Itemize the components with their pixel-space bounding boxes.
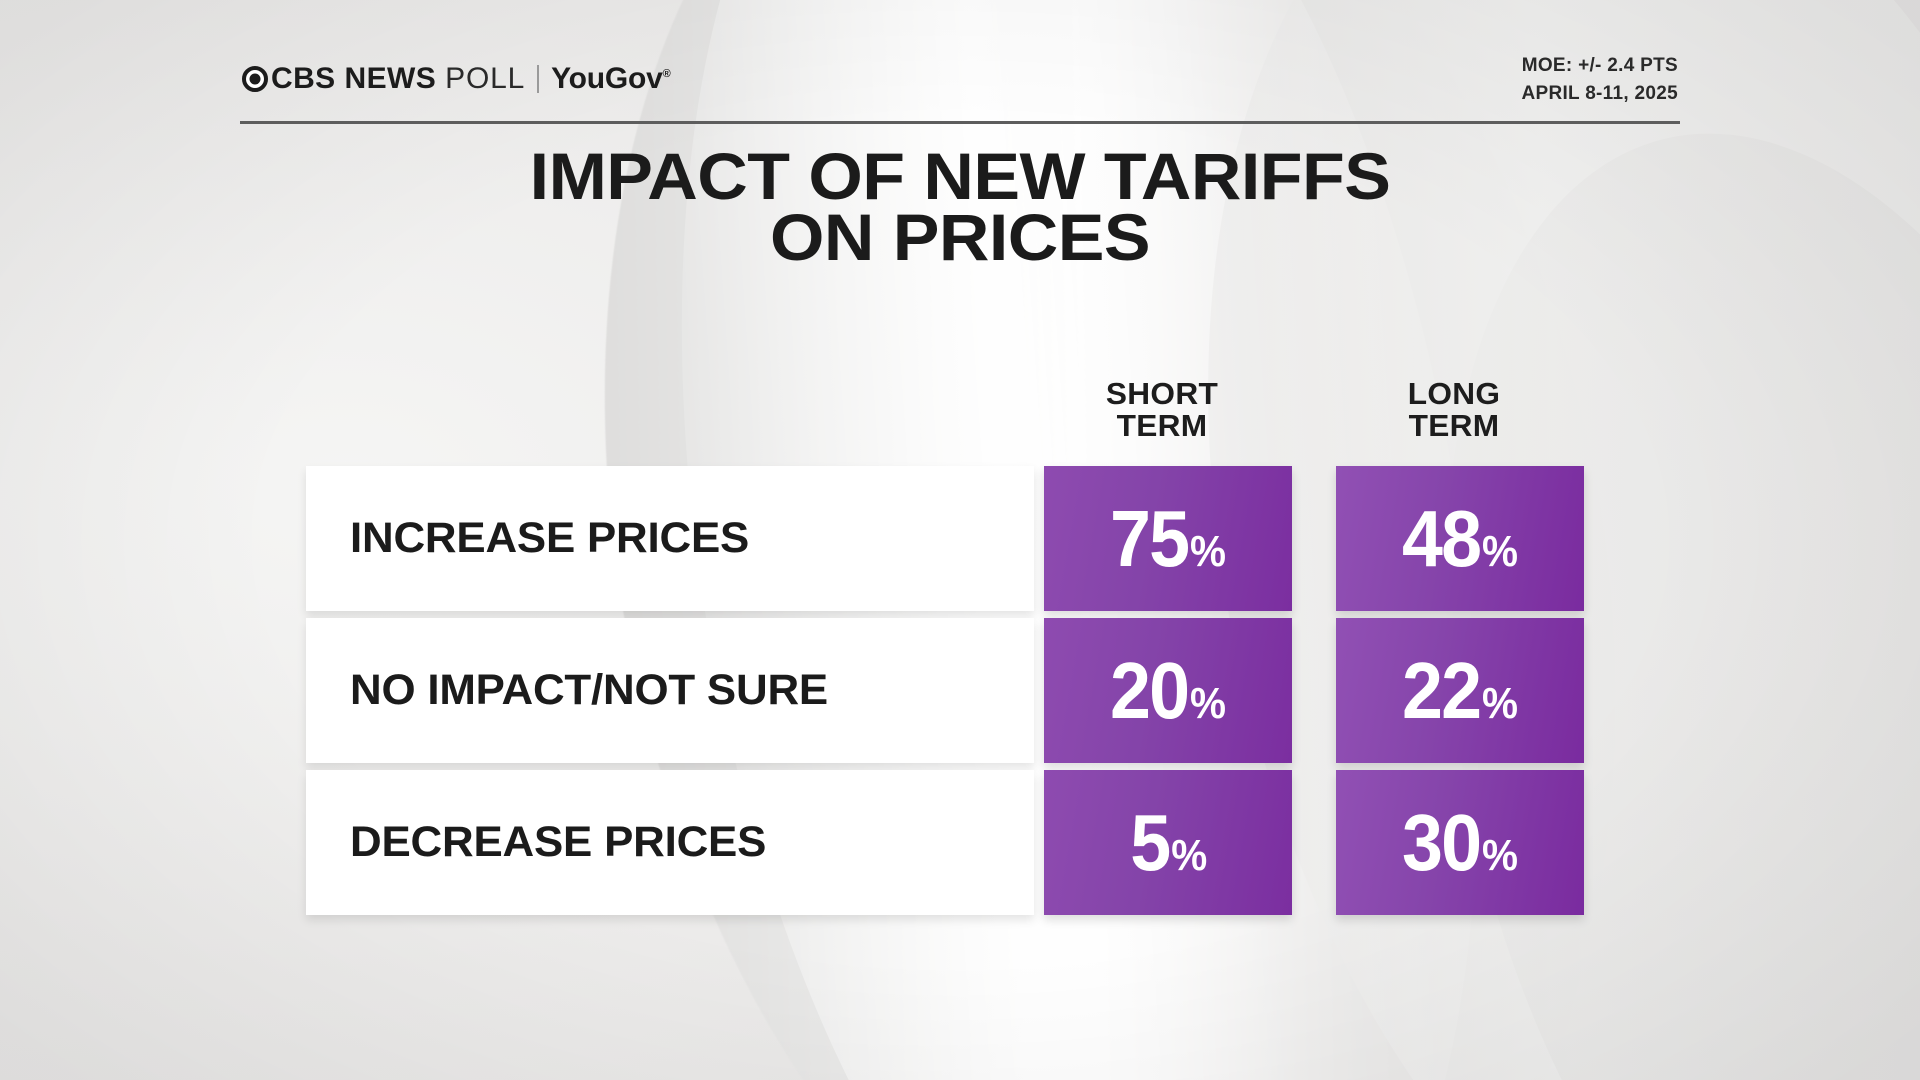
page-title-line-2: ON PRICES bbox=[769, 199, 1151, 274]
logo-cbs: CBS bbox=[271, 62, 336, 95]
value-number: 75 bbox=[1110, 493, 1190, 583]
column-headers: SHORT TERM LONG TERM bbox=[0, 378, 1920, 458]
page-title: IMPACT OF NEW TARIFFS ON PRICES bbox=[0, 139, 1920, 274]
percent-sign: % bbox=[1190, 526, 1226, 576]
value-cell-long-term: 48 % bbox=[1336, 466, 1584, 611]
column-header-short-term-line-1: SHORT bbox=[1105, 376, 1219, 411]
value-cell-short-term: 5 % bbox=[1044, 770, 1292, 915]
value-short-term: 75 % bbox=[1110, 493, 1226, 583]
percent-sign: % bbox=[1482, 678, 1518, 728]
registered-trademark-icon: ® bbox=[662, 68, 671, 80]
column-header-long-term-line-2: TERM bbox=[1408, 407, 1500, 443]
cbs-eye-icon bbox=[242, 66, 268, 92]
value-long-term: 30 % bbox=[1402, 797, 1518, 887]
percent-sign: % bbox=[1190, 678, 1226, 728]
column-header-long-term: LONG TERM bbox=[1328, 378, 1581, 441]
moe-line-2: APRIL 8-11, 2025 bbox=[1521, 82, 1678, 104]
value-cell-long-term: 22 % bbox=[1336, 618, 1584, 763]
moe-block: MOE: +/- 2.4 PTS APRIL 8-11, 2025 bbox=[1521, 52, 1678, 107]
value-long-term: 48 % bbox=[1402, 493, 1518, 583]
value-number: 48 bbox=[1402, 493, 1482, 583]
row-label: INCREASE PRICES bbox=[350, 514, 750, 562]
logo-yougov: YouGov® bbox=[551, 62, 671, 96]
value-cell-long-term: 30 % bbox=[1336, 770, 1584, 915]
row-label-cell: INCREASE PRICES bbox=[306, 466, 1034, 611]
logo-yougov-text: YouGov bbox=[551, 62, 663, 95]
value-cell-short-term: 20 % bbox=[1044, 618, 1292, 763]
row-label-cell: NO IMPACT/NOT SURE bbox=[306, 618, 1034, 763]
percent-sign: % bbox=[1482, 830, 1518, 880]
value-cell-short-term: 75 % bbox=[1044, 466, 1292, 611]
logo-divider bbox=[537, 65, 540, 93]
value-number: 22 bbox=[1402, 645, 1482, 735]
percent-sign: % bbox=[1170, 830, 1207, 880]
column-header-long-term-line-1: LONG bbox=[1407, 376, 1501, 411]
logo-news: NEWS bbox=[344, 62, 437, 95]
row-label: NO IMPACT/NOT SURE bbox=[350, 666, 828, 714]
page-title-line-1: IMPACT OF NEW TARIFFS bbox=[529, 139, 1391, 213]
row-label-cell: DECREASE PRICES bbox=[306, 770, 1034, 915]
value-number: 5 bbox=[1129, 797, 1171, 887]
value-number: 20 bbox=[1110, 645, 1190, 735]
column-header-short-term-line-2: TERM bbox=[1116, 407, 1208, 443]
value-short-term: 5 % bbox=[1129, 797, 1207, 887]
moe-line-1: MOE: +/- 2.4 PTS bbox=[1521, 55, 1678, 76]
logo-poll: POLL bbox=[445, 62, 526, 95]
column-header-short-term: SHORT TERM bbox=[1036, 378, 1289, 441]
row-label: DECREASE PRICES bbox=[350, 818, 767, 866]
value-long-term: 22 % bbox=[1402, 645, 1518, 735]
cbs-news-poll-logo: CBS NEWS POLL YouGov® bbox=[242, 62, 671, 96]
value-number: 30 bbox=[1402, 797, 1482, 887]
header-divider bbox=[240, 121, 1680, 124]
percent-sign: % bbox=[1482, 526, 1518, 576]
header: CBS NEWS POLL YouGov® MOE: +/- 2.4 PTS A… bbox=[0, 0, 1920, 150]
value-short-term: 20 % bbox=[1110, 645, 1226, 735]
